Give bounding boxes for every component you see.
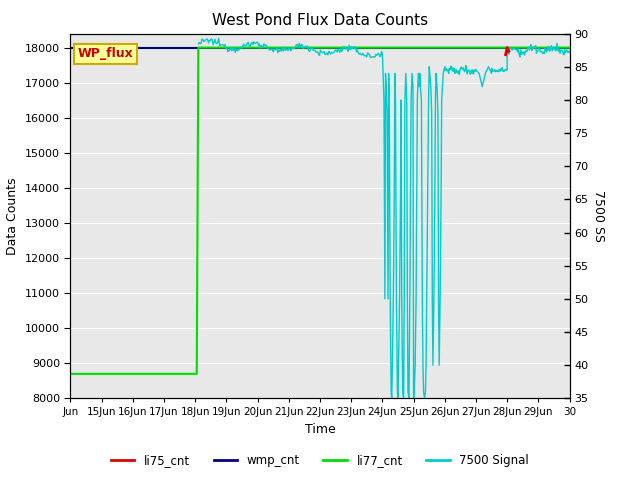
Legend: li75_cnt, wmp_cnt, li77_cnt, 7500 Signal: li75_cnt, wmp_cnt, li77_cnt, 7500 Signal <box>106 449 534 472</box>
Y-axis label: 7500 SS: 7500 SS <box>592 190 605 242</box>
X-axis label: Time: Time <box>305 423 335 436</box>
Y-axis label: Data Counts: Data Counts <box>6 177 19 255</box>
Text: WP_flux: WP_flux <box>78 48 134 60</box>
Title: West Pond Flux Data Counts: West Pond Flux Data Counts <box>212 13 428 28</box>
